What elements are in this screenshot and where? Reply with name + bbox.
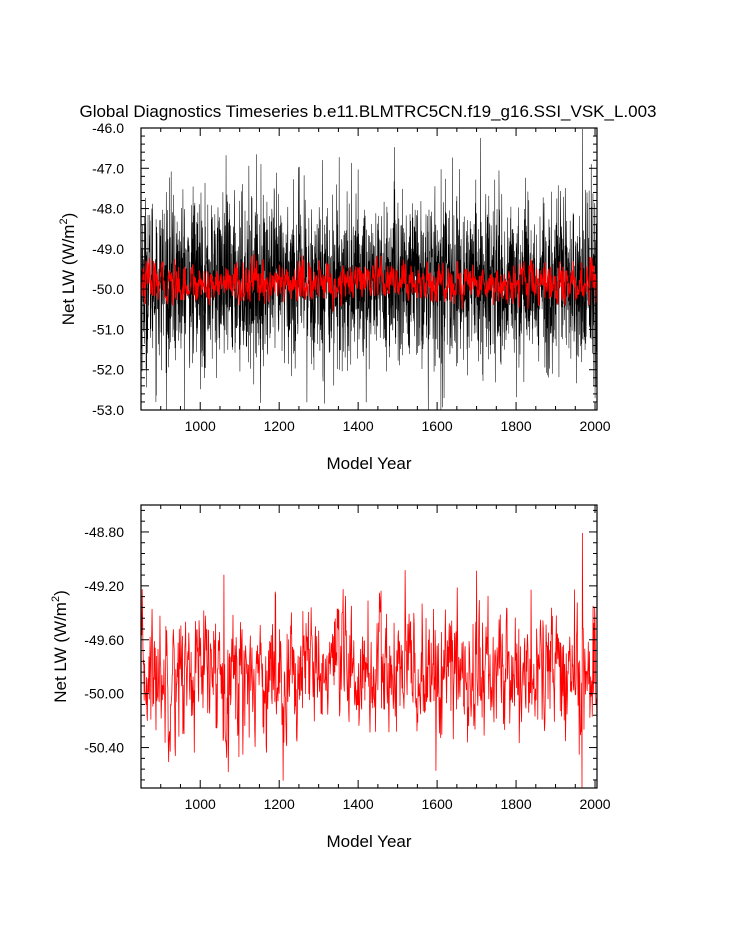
top-series-layer xyxy=(140,128,598,411)
bottom-x-axis-label: Model Year xyxy=(326,832,411,851)
y-tick-label: -48.80 xyxy=(84,524,124,540)
x-tick-label: 1000 xyxy=(185,418,216,434)
x-tick-label: 1800 xyxy=(500,796,531,812)
y-tick-label: -49.0 xyxy=(92,241,124,257)
top-panel: -53.0 -52.0 -51.0 -50.0 -49.0 -48.0 -47.0 -46.0… xyxy=(58,120,611,473)
x-tick-label: 2000 xyxy=(579,796,610,812)
y-tick-label: -50.40 xyxy=(84,740,124,756)
y-tick-label: -49.20 xyxy=(84,578,124,594)
x-tick-label: 1600 xyxy=(422,418,453,434)
bottom-panel: -50.40-50.00-49.60-49.20-48.80 1000 1200 1… xyxy=(50,504,611,851)
top-y-axis-label-main: Net LW (W/m xyxy=(59,225,78,326)
top-plot-frame xyxy=(140,127,598,411)
series-monthly-line xyxy=(140,128,598,411)
chart-title: Global Diagnostics Timeseries b.e11.BLMT… xyxy=(79,102,656,121)
x-tick-label: 2000 xyxy=(579,418,610,434)
series-annual-line xyxy=(140,532,598,788)
y-tick-label: -50.0 xyxy=(92,281,124,297)
bottom-y-axis-label-close: ) xyxy=(51,590,70,596)
bottom-x-tick-labels: 1000 1200 1400 1600 1800 2000 xyxy=(185,796,611,812)
x-tick-label: 1000 xyxy=(185,796,216,812)
x-tick-label: 1400 xyxy=(343,796,374,812)
x-tick-label: 1200 xyxy=(264,796,295,812)
x-tick-label: 1800 xyxy=(500,418,531,434)
x-tick-label: 1400 xyxy=(343,418,374,434)
top-y-axis-label: Net LW (W/m2) xyxy=(58,213,78,326)
top-x-axis-label: Model Year xyxy=(326,454,411,473)
bottom-plot-frame xyxy=(140,504,598,789)
y-tick-label: -49.60 xyxy=(84,632,124,648)
x-tick-label: 1200 xyxy=(264,418,295,434)
bottom-y-axis-label-sup: 2 xyxy=(50,596,62,602)
series-annual-line xyxy=(140,253,598,312)
bottom-y-axis-label: Net LW (W/m2) xyxy=(50,590,70,703)
y-tick-label: -52.0 xyxy=(92,362,124,378)
bottom-y-axis-label-main: Net LW (W/m xyxy=(51,602,70,703)
top-axis-ticks xyxy=(140,127,597,411)
bottom-y-tick-labels: -50.40 -50.00 -49.60 -49.20 -48.80 xyxy=(84,524,124,756)
y-tick-label: -47.0 xyxy=(92,160,124,176)
y-tick-label: -51.0 xyxy=(92,321,124,337)
y-tick-label: -48.0 xyxy=(92,201,124,217)
top-y-axis-label-sup: 2 xyxy=(58,218,70,224)
bottom-series-layer xyxy=(140,532,598,788)
y-tick-label: -50.00 xyxy=(84,686,124,702)
y-tick-label: -46.0 xyxy=(92,120,124,136)
bottom-axis-ticks xyxy=(140,505,597,788)
x-tick-label: 1600 xyxy=(422,796,453,812)
top-x-tick-labels: 1000 1200 1400 1600 1800 2000 xyxy=(185,418,611,434)
top-y-tick-labels: -53.0 -52.0 -51.0 -50.0 -49.0 -48.0 -47.0 -46.0 xyxy=(92,120,124,418)
top-y-axis-label-close: ) xyxy=(59,213,78,219)
y-tick-label: -53.0 xyxy=(92,402,124,418)
